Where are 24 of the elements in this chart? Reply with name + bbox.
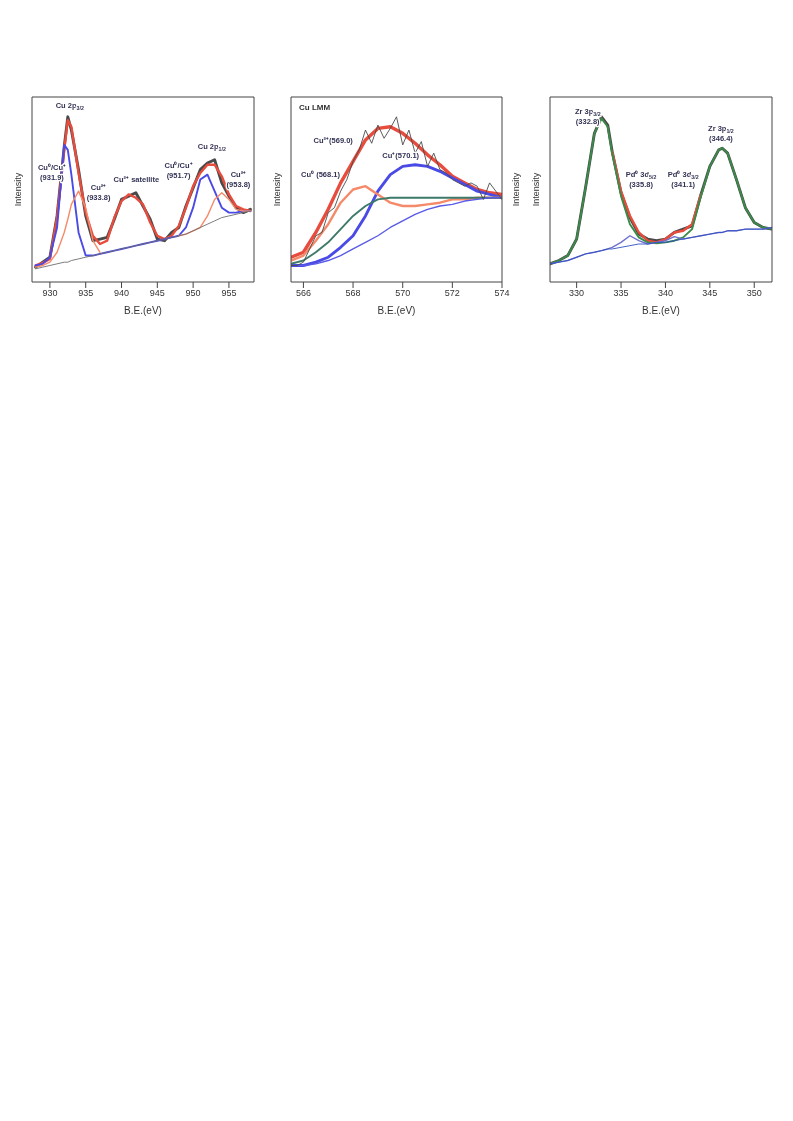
x-axis-title: B.E.(eV): [124, 305, 162, 316]
x-tick-label: 330: [569, 288, 585, 299]
x-tick-label: 566: [295, 288, 311, 299]
x-tick-label: 574: [494, 288, 510, 299]
x-tick-label: 568: [345, 288, 361, 299]
x-tick-label: 345: [702, 288, 718, 299]
y-axis-title: Intensity: [13, 172, 24, 207]
y2-axis-title: Intensity: [511, 172, 522, 207]
x-tick-label: 945: [149, 288, 165, 299]
x-tick-label: 935: [78, 288, 94, 299]
x-tick-label: 340: [657, 288, 673, 299]
x-tick-label: 950: [185, 288, 201, 299]
x-axis-title: B.E.(eV): [642, 305, 680, 316]
x-tick-label: 335: [613, 288, 629, 299]
x-axis-title: B.E.(eV): [377, 305, 416, 316]
y-axis-title: Intensity: [531, 172, 542, 207]
chart-title: Cu LMM: [299, 103, 331, 112]
x-tick-label: 572: [444, 288, 460, 299]
y-axis-title: Intensity: [272, 172, 283, 207]
x-tick-label: 940: [114, 288, 130, 299]
x-tick-label: 930: [42, 288, 58, 299]
x-tick-label: 570: [395, 288, 411, 299]
x-tick-label: 955: [221, 288, 237, 299]
x-tick-label: 350: [746, 288, 762, 299]
